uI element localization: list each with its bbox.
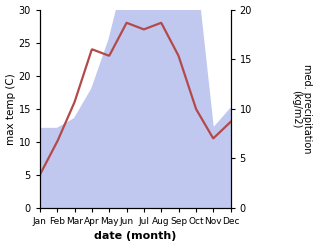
Y-axis label: med. precipitation
(kg/m2): med. precipitation (kg/m2) <box>291 64 313 153</box>
Y-axis label: max temp (C): max temp (C) <box>5 73 16 144</box>
X-axis label: date (month): date (month) <box>94 231 176 242</box>
